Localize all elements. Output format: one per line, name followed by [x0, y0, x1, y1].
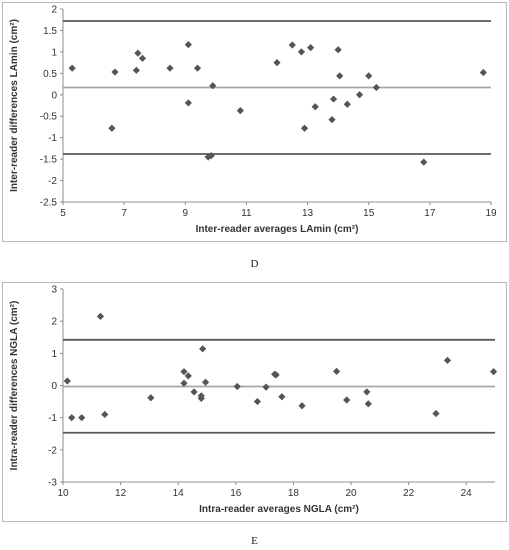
- data-point: [432, 409, 440, 418]
- data-point: [101, 410, 109, 419]
- y-tick-label: -2.5: [40, 198, 58, 209]
- data-point: [134, 49, 142, 57]
- data-point: [190, 388, 198, 396]
- x-tick-label: 13: [302, 208, 314, 219]
- data-point: [108, 124, 116, 132]
- y-tick-label: 2: [51, 317, 57, 328]
- data-point: [355, 91, 364, 99]
- data-point: [147, 394, 155, 402]
- data-point: [336, 72, 344, 80]
- y-tick-label: -0.5: [40, 112, 58, 123]
- data-point: [443, 356, 452, 365]
- data-point: [273, 59, 281, 67]
- x-tick-label: 7: [121, 208, 127, 219]
- x-tick-label: 14: [173, 488, 185, 499]
- chart-panel-e: 3 2 1 0 -1 -2 -3 10 12 14 16 18 20 22 24 Intra-reader a…: [2, 282, 507, 522]
- data-point: [138, 54, 147, 62]
- data-point: [193, 64, 202, 72]
- x-tick-label: 5: [60, 208, 66, 219]
- data-point: [343, 396, 351, 404]
- data-point: [298, 402, 306, 410]
- y-tick-label: -2: [48, 176, 57, 187]
- y-tick-label: 1: [51, 349, 57, 360]
- data-point: [201, 378, 210, 386]
- panel-label-d: D: [250, 258, 259, 270]
- data-point: [300, 124, 309, 132]
- y-tick-label: 1.5: [43, 26, 57, 37]
- data-point: [180, 368, 188, 376]
- y-tick-label: -3: [48, 478, 57, 489]
- data-point: [253, 397, 261, 406]
- y-tick-label: -1: [48, 413, 57, 424]
- y-tick-label: 1: [51, 47, 57, 58]
- x-tick-label: 9: [183, 208, 189, 219]
- data-point: [68, 414, 76, 422]
- x-axis-title: Inter-reader averages LAmin (cm²): [196, 224, 359, 235]
- y-tick-label: -2: [48, 445, 57, 456]
- data-point: [78, 414, 86, 422]
- x-tick-label: 19: [485, 208, 497, 219]
- y-tick-label: -1: [48, 133, 57, 144]
- x-tick-label: 10: [57, 488, 69, 499]
- data-point: [372, 83, 380, 92]
- data-point: [343, 100, 351, 108]
- y-tick-label: 0: [51, 381, 57, 392]
- y-axis-title: Inter-reader differences LAmin (cm²): [9, 19, 20, 192]
- y-tick-label: -1.5: [40, 155, 58, 166]
- data-point: [333, 367, 341, 375]
- data-point: [297, 48, 306, 56]
- data-point: [329, 95, 338, 103]
- x-tick-label: 11: [241, 208, 252, 219]
- data-point: [184, 40, 192, 49]
- x-tick-label: 12: [115, 488, 127, 499]
- data-point: [328, 116, 336, 124]
- data-point: [364, 400, 372, 408]
- data-point: [236, 107, 244, 115]
- data-point: [363, 388, 371, 396]
- y-axis-title: Intra-reader differences NGLA (cm²): [9, 301, 20, 471]
- data-point: [209, 82, 217, 90]
- x-tick-label: 20: [345, 488, 357, 499]
- data-point: [272, 371, 280, 379]
- data-point: [111, 68, 119, 76]
- data-point: [166, 64, 174, 72]
- data-point: [96, 312, 105, 320]
- x-tick-label: 15: [363, 208, 375, 219]
- data-point: [311, 103, 319, 111]
- data-point: [207, 152, 215, 160]
- data-point: [307, 44, 315, 52]
- x-axis-title: Intra-reader averages NGLA (cm²): [199, 504, 359, 515]
- data-point: [262, 383, 270, 391]
- data-point: [334, 46, 342, 54]
- data-point: [489, 368, 498, 376]
- y-tick-label: 3: [51, 285, 57, 296]
- y-tick-label: 2: [51, 5, 57, 16]
- x-tick-label: 18: [288, 488, 300, 499]
- panel-label-e: E: [251, 535, 258, 547]
- data-point: [132, 66, 140, 74]
- x-tick-label: 24: [461, 488, 473, 499]
- data-point: [199, 345, 207, 353]
- data-point: [288, 41, 296, 49]
- data-point: [233, 382, 241, 391]
- y-tick-label: 0: [51, 90, 57, 101]
- data-point: [479, 68, 487, 77]
- x-tick-label: 22: [403, 488, 415, 499]
- data-point: [365, 72, 373, 80]
- data-point: [184, 99, 192, 107]
- bland-altman-chart-lamin: 2 1.5 1 0.5 0 -0.5 -1 -1.5 -2 -2.55 7 9 11 13 15 17 19 In…: [9, 5, 497, 236]
- x-tick-label: 16: [230, 488, 242, 499]
- data-point: [278, 393, 286, 401]
- chart-panel-d: 2 1.5 1 0.5 0 -0.5 -1 -1.5 -2 -2.5 5 7 9 11 13 15 17 19 In…: [2, 2, 507, 242]
- data-point: [63, 377, 71, 385]
- y-tick-label: 0.5: [43, 69, 57, 80]
- data-point: [420, 158, 428, 166]
- data-point: [68, 64, 76, 72]
- x-tick-label: 17: [424, 208, 436, 219]
